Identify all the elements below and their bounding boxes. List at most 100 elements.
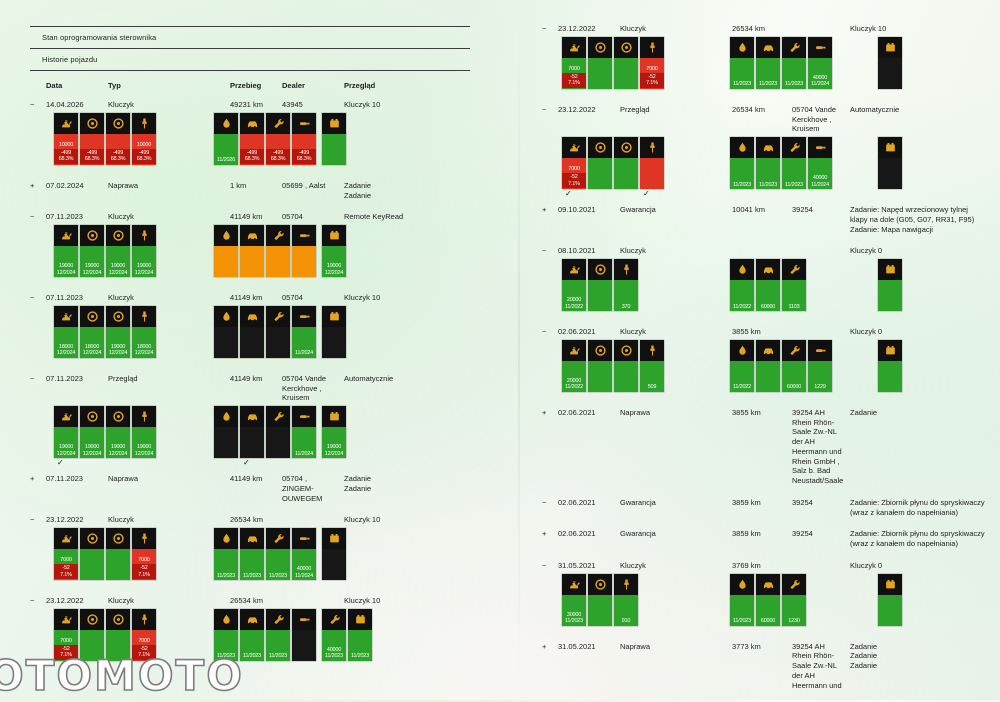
entry-date: 02.06.2021 <box>558 327 596 336</box>
car-check-icon <box>240 608 264 630</box>
entry-date: 31.05.2021 <box>558 641 596 651</box>
cbs-tile-body: -499 68.3% <box>292 133 316 165</box>
brake-fluid-icon <box>730 573 754 595</box>
expand-indicator: − <box>542 104 547 114</box>
cbs-tile-body: 509 <box>640 360 664 392</box>
entry-note-line: Zadanie <box>850 651 878 661</box>
cbs-tile-value: 12/2024 <box>134 350 154 357</box>
history-entry: +02.06.2021 Gwarancja 3859 km 39254 Zadanie:… <box>542 529 990 549</box>
wrench-icon <box>266 406 290 427</box>
cbs-tile-value: 12/2024 <box>134 450 154 457</box>
cbs-tile: -499 68.3% <box>80 112 104 165</box>
entry-notes: Zadanie Zadanie <box>344 181 470 201</box>
spark-plug-icon <box>132 225 156 246</box>
history-entry: +07.11.2023 Naprawa 41149 km 05704 , ZINGEM… <box>30 474 470 503</box>
cbs-tile-group <box>878 259 902 311</box>
entry-notes: Automatycznie <box>850 105 990 134</box>
cbs-tile <box>266 225 290 277</box>
brake-disc-icon <box>614 339 638 361</box>
wrench-icon <box>266 225 290 246</box>
battery-icon <box>878 36 902 58</box>
cbs-tile-alert-value: -499 <box>298 150 310 157</box>
cbs-tile-body: 7000 -52 7.1% <box>132 629 156 661</box>
cbs-tile-alert: -52 7.1% <box>132 564 156 579</box>
entry-note-line: Remote KeyRead <box>344 212 404 222</box>
entry-notes: Kluczyk 0 <box>850 561 990 571</box>
cbs-tile-body: 20000 11/2022 <box>562 360 586 392</box>
cbs-tile-value: 11/2023 <box>242 653 262 660</box>
cbs-tile-body: -499 68.3% <box>80 133 104 165</box>
exhaust-icon <box>292 406 316 427</box>
cbs-tile-alert-value: 7.1% <box>60 652 72 659</box>
cbs-tile-alert: -52 7.1% <box>640 73 664 88</box>
cbs-tile-body <box>106 549 130 580</box>
report-left-page: Stan oprogramowania sterownika Historie … <box>30 26 470 677</box>
entry-notes: Kluczyk 10 <box>344 293 470 303</box>
column-header-przebieg: Przebieg <box>230 81 262 90</box>
cbs-tile-body: 11/2022 <box>730 360 754 392</box>
cbs-tile <box>106 528 130 580</box>
cbs-tile-value: 11/2023 <box>324 653 344 660</box>
cbs-tile: 370 <box>614 259 638 311</box>
brake-fluid-icon <box>730 137 754 158</box>
cbs-tile-value: 18000 <box>84 344 100 351</box>
section-title-software: Stan oprogramowania sterownika <box>42 33 157 42</box>
cbs-tile-alert: -52 7.1% <box>54 645 78 660</box>
car-check-icon <box>756 339 780 361</box>
cbs-tile-body <box>878 280 902 311</box>
oil-can-icon <box>54 305 78 327</box>
entry-date: 23.12.2022 <box>558 104 596 114</box>
cbs-tile <box>614 339 638 392</box>
expand-indicator: − <box>542 246 547 256</box>
cbs-tile: 11/2023 <box>348 608 372 661</box>
cbs-tile: 11/2023 <box>730 137 754 189</box>
entry-notes: Kluczyk 10 <box>344 100 470 110</box>
cbs-tile-group: 11/2023 11/2023 11/2023 40000 11/2024 <box>214 528 316 580</box>
cbs-tile-body <box>80 629 104 661</box>
entry-date: 23.12.2022 <box>558 24 596 33</box>
entry-header-row: − 23.12.2022 Kluczyk 26534 km Kluczyk 10 <box>542 24 990 34</box>
column-header-typ: Typ <box>108 81 121 90</box>
cbs-tile-body <box>292 246 316 277</box>
cbs-tile: 10000 -499 68.3% <box>132 112 156 165</box>
history-entry: − 23.12.2022 Kluczyk 26534 km Kluczyk 10 7000… <box>30 515 470 590</box>
cbs-tile-body: 11/2023 <box>240 629 264 661</box>
cbs-tile-body <box>292 629 316 661</box>
entry-header-row: +02.06.2021 Naprawa 3855 km 39254 AH Rhein … <box>542 408 990 486</box>
column-header-dealer: Dealer <box>282 81 305 90</box>
car-check-icon <box>756 137 780 158</box>
cbs-tile-value: 11/2023 <box>564 618 584 625</box>
entry-type: Naprawa <box>620 407 651 417</box>
cbs-tiles-row: 7000 -52 7.1% ✓ ✓ 11/2023 11/2023 11/2023 40000 1… <box>542 137 990 199</box>
cbs-tile-alert: -499 68.3% <box>266 149 290 164</box>
cbs-tile-value: 7000 <box>60 637 72 644</box>
cbs-tile <box>588 339 612 392</box>
spark-plug-icon <box>614 573 638 595</box>
cbs-tile-body: 30000 11/2023 <box>562 594 586 626</box>
entry-note-line: Kluczyk 10 <box>850 24 887 33</box>
cbs-tile-value: 12/2024 <box>82 269 102 276</box>
entry-notes: Zadanie <box>850 408 990 486</box>
oil-can-icon <box>54 225 78 246</box>
cbs-tile-alert: -52 7.1% <box>54 564 78 579</box>
cbs-tile <box>214 305 238 358</box>
battery-icon <box>348 608 372 630</box>
cbs-tile-value: 19000 <box>84 444 100 451</box>
cbs-tile-body: 19000 12/2024 <box>54 246 78 277</box>
brake-disc-icon <box>80 528 104 549</box>
cbs-tile-body: 20000 11/2022 <box>562 280 586 311</box>
cbs-tile: 11/2022 <box>730 259 754 311</box>
cbs-tiles-row: 10000 -499 68.3% -499 68.3% -499 68.3% 10000 -49… <box>30 112 470 175</box>
entry-note-line: Zadanie: Zbiornik płynu do spryskiwaczy … <box>850 497 985 517</box>
cbs-tile-group: ✓ 11/2024 <box>214 406 316 467</box>
spark-plug-icon <box>132 608 156 630</box>
cbs-tile-value: 11/2024 <box>294 572 314 579</box>
history-entries-right: − 23.12.2022 Kluczyk 26534 km Kluczyk 10 7000… <box>542 24 990 690</box>
cbs-tile <box>878 259 902 311</box>
brake-disc-icon <box>588 259 612 280</box>
cbs-tile-body: 11/2023 <box>348 629 372 661</box>
entry-date: 23.12.2022 <box>46 515 84 525</box>
entry-type: Kluczyk <box>620 24 646 33</box>
cbs-tile-alert-value: -499 <box>86 150 98 157</box>
entry-notes: Kluczyk 0 <box>850 327 990 337</box>
